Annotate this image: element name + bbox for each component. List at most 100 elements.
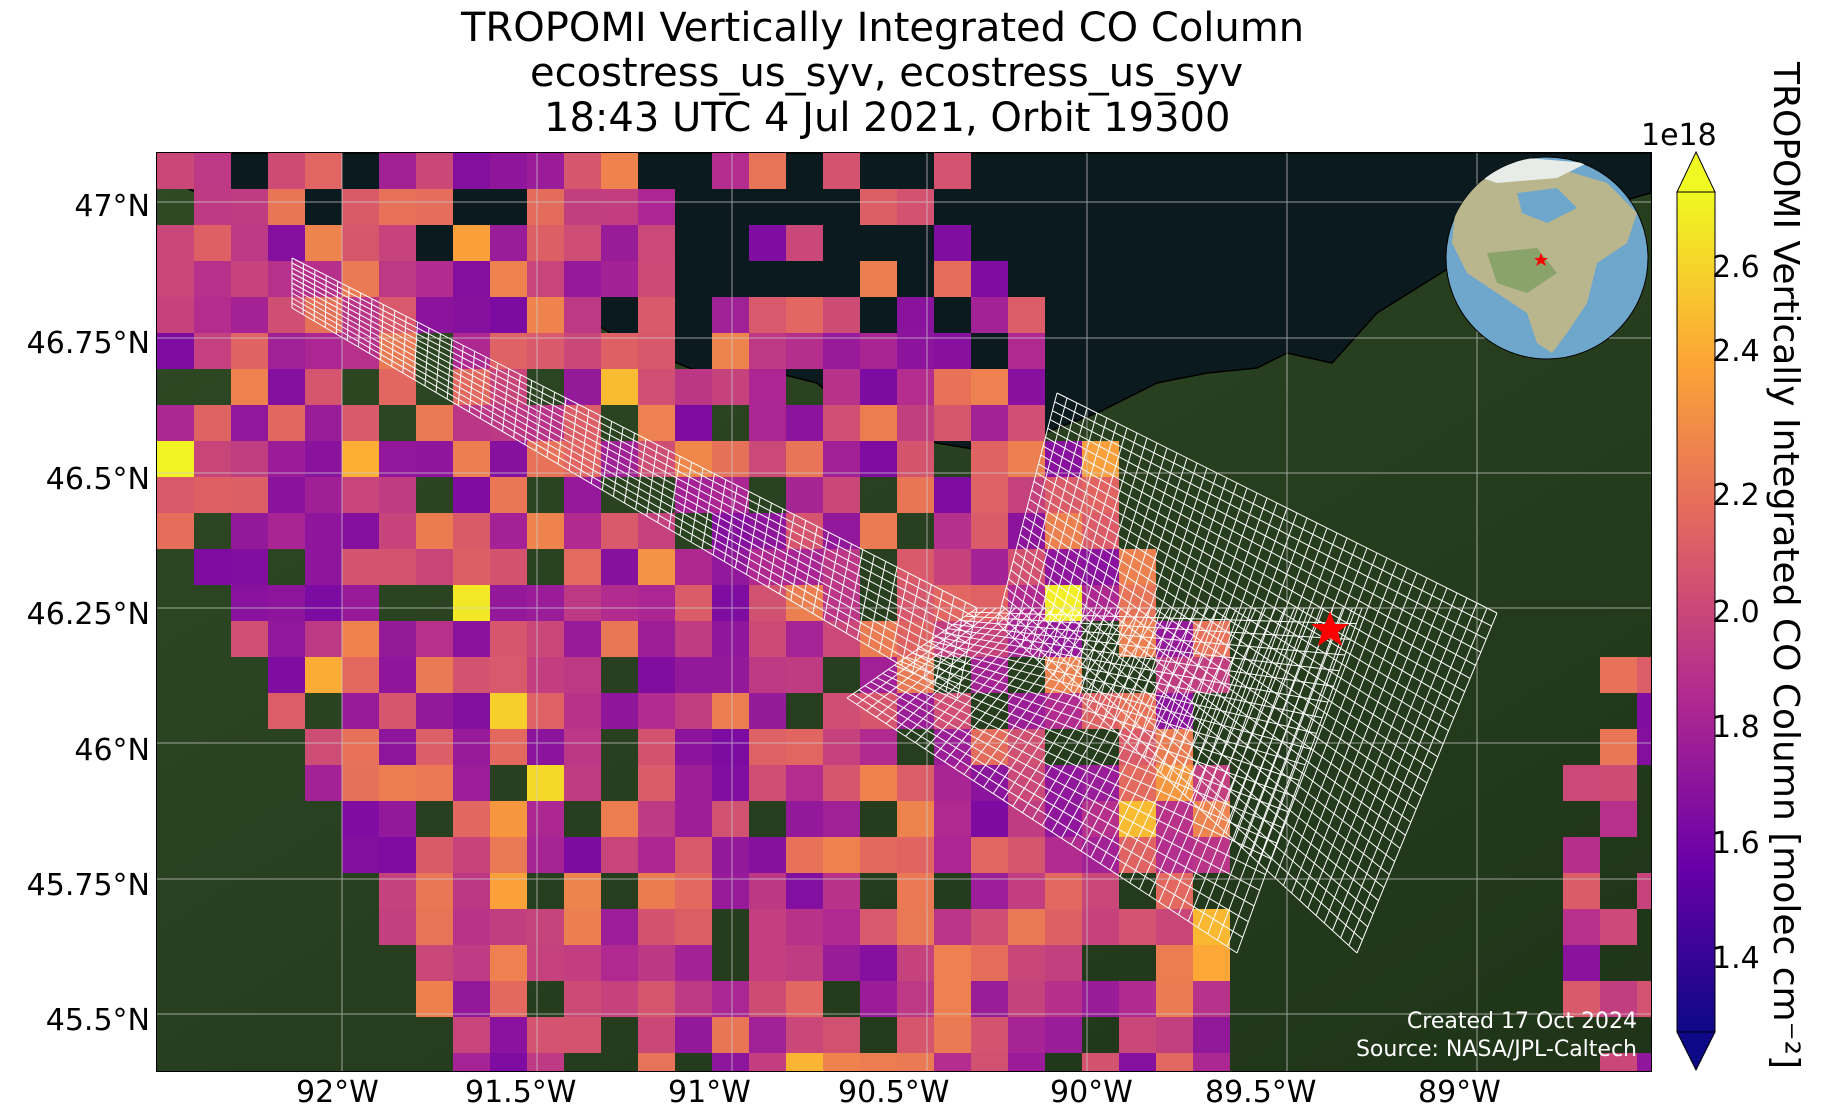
co-pixel <box>342 261 379 297</box>
co-pixel <box>194 441 231 477</box>
colorbar-tick-label: 1.6 <box>1712 826 1760 861</box>
co-pixel <box>712 801 749 837</box>
co-pixel <box>305 621 342 657</box>
co-pixel <box>379 225 416 261</box>
co-pixel <box>416 261 453 297</box>
co-pixel <box>564 873 601 909</box>
co-pixel <box>749 1017 786 1053</box>
co-pixel <box>638 297 675 333</box>
co-pixel <box>675 549 712 585</box>
co-pixel <box>379 909 416 945</box>
co-pixel <box>1637 729 1651 765</box>
co-pixel <box>675 693 712 729</box>
co-pixel <box>564 765 601 801</box>
co-pixel <box>527 585 564 621</box>
lat-tick-label: 45.5°N <box>45 1003 150 1038</box>
co-pixel <box>268 693 305 729</box>
co-pixel <box>527 189 564 225</box>
co-pixel <box>157 477 194 513</box>
co-pixel <box>453 801 490 837</box>
co-pixel <box>712 369 749 405</box>
colorbar-tick-label: 2.2 <box>1712 478 1760 513</box>
co-pixel <box>453 693 490 729</box>
co-pixel <box>490 981 527 1017</box>
co-pixel <box>823 1053 860 1071</box>
footprint-swath-west <box>846 607 1363 954</box>
co-pixel <box>1008 333 1045 369</box>
co-pixel <box>712 621 749 657</box>
co-pixel <box>749 333 786 369</box>
co-pixel <box>638 225 675 261</box>
co-pixel <box>157 513 194 549</box>
co-pixel <box>971 981 1008 1017</box>
lon-tick-label: 91°W <box>668 1075 751 1110</box>
credit-created: Created 17 Oct 2024 <box>1406 1009 1637 1034</box>
co-pixel <box>268 189 305 225</box>
co-pixel <box>897 477 934 513</box>
co-pixel <box>860 909 897 945</box>
co-pixel <box>601 909 638 945</box>
co-pixel <box>1637 693 1651 729</box>
co-pixel <box>453 909 490 945</box>
co-pixel <box>675 729 712 765</box>
co-pixel <box>490 225 527 261</box>
co-pixel <box>601 153 638 189</box>
co-pixel <box>527 297 564 333</box>
co-pixel <box>342 765 379 801</box>
co-pixel <box>786 873 823 909</box>
co-pixel <box>1045 765 1082 801</box>
co-pixel <box>638 549 675 585</box>
co-pixel <box>490 693 527 729</box>
co-pixel <box>1008 693 1045 729</box>
map-panel: Created 17 Oct 2024 Source: NASA/JPL-Cal… <box>156 152 1652 1072</box>
co-pixel <box>453 729 490 765</box>
lon-tick-label: 92°W <box>296 1075 379 1110</box>
co-pixel <box>638 261 675 297</box>
co-pixel <box>934 153 971 189</box>
co-pixel <box>268 225 305 261</box>
co-pixel <box>601 693 638 729</box>
co-pixel <box>749 225 786 261</box>
co-pixel <box>231 333 268 369</box>
co-pixel <box>342 621 379 657</box>
co-pixel <box>971 837 1008 873</box>
co-pixel <box>638 369 675 405</box>
co-pixel <box>416 981 453 1017</box>
co-pixel <box>934 621 971 657</box>
co-pixel <box>490 477 527 513</box>
co-pixel <box>638 909 675 945</box>
co-pixel <box>638 801 675 837</box>
co-pixel <box>194 225 231 261</box>
co-pixel <box>564 261 601 297</box>
colorbar <box>1676 150 1716 1072</box>
co-pixel <box>379 369 416 405</box>
co-pixel <box>379 189 416 225</box>
co-pixel <box>675 1017 712 1053</box>
co-pixel <box>564 477 601 513</box>
co-pixel <box>638 333 675 369</box>
co-pixel <box>823 477 860 513</box>
co-pixel <box>342 801 379 837</box>
co-pixel-layer <box>157 153 1651 1071</box>
co-pixel <box>490 1053 527 1071</box>
co-pixel <box>638 621 675 657</box>
co-pixel <box>564 693 601 729</box>
co-pixel <box>638 405 675 441</box>
co-pixel <box>157 153 194 189</box>
co-pixel <box>231 261 268 297</box>
co-pixel <box>194 333 231 369</box>
co-pixel <box>860 765 897 801</box>
co-pixel <box>971 873 1008 909</box>
co-pixel <box>601 549 638 585</box>
co-pixel <box>1008 1017 1045 1053</box>
co-pixel <box>601 189 638 225</box>
co-pixel <box>564 153 601 189</box>
co-pixel <box>1637 657 1651 693</box>
colorbar-exponent: 1e18 <box>1641 118 1717 153</box>
co-pixel <box>934 801 971 837</box>
co-pixel <box>453 765 490 801</box>
co-pixel <box>231 405 268 441</box>
co-pixel <box>971 441 1008 477</box>
co-pixel <box>305 585 342 621</box>
co-pixel <box>564 1017 601 1053</box>
